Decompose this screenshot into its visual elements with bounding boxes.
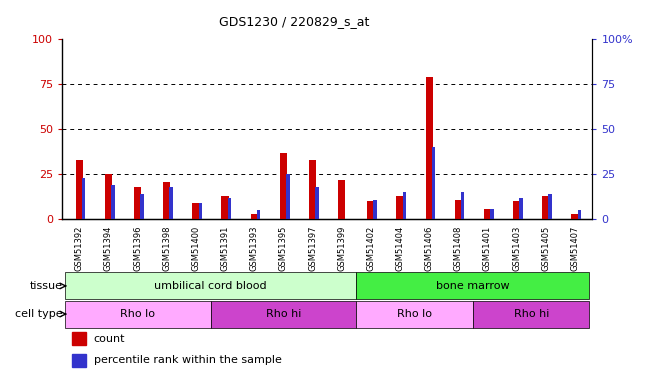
Bar — [519, 198, 523, 219]
Text: GSM51398: GSM51398 — [162, 226, 171, 271]
Bar — [356, 301, 473, 328]
Bar — [577, 210, 581, 219]
Bar — [72, 333, 86, 345]
Text: GSM51392: GSM51392 — [75, 226, 84, 271]
Bar — [426, 77, 433, 219]
Bar — [286, 174, 290, 219]
Bar — [548, 194, 552, 219]
Bar — [251, 214, 258, 219]
Text: GSM51391: GSM51391 — [221, 226, 230, 271]
Text: GSM51403: GSM51403 — [512, 226, 521, 271]
Text: GSM51408: GSM51408 — [454, 226, 463, 271]
Text: GSM51407: GSM51407 — [570, 226, 579, 271]
Text: Rho lo: Rho lo — [397, 309, 432, 319]
Text: tissue: tissue — [29, 281, 62, 291]
Bar — [111, 185, 115, 219]
Bar — [64, 272, 356, 299]
Text: percentile rank within the sample: percentile rank within the sample — [94, 356, 281, 366]
Bar — [192, 203, 200, 219]
Bar — [473, 301, 590, 328]
Bar — [64, 301, 210, 328]
Text: GSM51394: GSM51394 — [104, 226, 113, 271]
Bar — [140, 194, 144, 219]
Bar — [461, 192, 464, 219]
Bar — [484, 209, 491, 219]
Bar — [572, 214, 579, 219]
Text: GSM51402: GSM51402 — [367, 226, 376, 271]
Bar — [221, 196, 229, 219]
Bar — [542, 196, 549, 219]
Text: GSM51406: GSM51406 — [424, 226, 434, 271]
Bar — [134, 187, 141, 219]
Bar — [513, 201, 520, 219]
Bar — [82, 178, 85, 219]
Bar — [76, 160, 83, 219]
Text: bone marrow: bone marrow — [436, 281, 510, 291]
Bar — [396, 196, 404, 219]
Bar — [454, 200, 462, 219]
Text: Rho lo: Rho lo — [120, 309, 155, 319]
Bar — [228, 198, 231, 219]
Bar — [72, 354, 86, 367]
Bar — [338, 180, 345, 219]
Bar — [432, 147, 436, 219]
Text: count: count — [94, 334, 125, 344]
Text: Rho hi: Rho hi — [266, 309, 301, 319]
Bar — [280, 153, 287, 219]
Text: GSM51399: GSM51399 — [337, 226, 346, 271]
Bar — [163, 182, 171, 219]
Bar — [257, 210, 260, 219]
Bar — [169, 187, 173, 219]
Text: GSM51400: GSM51400 — [191, 226, 201, 271]
Bar — [356, 272, 590, 299]
Bar — [210, 301, 356, 328]
Bar — [309, 160, 316, 219]
Text: cell type: cell type — [15, 309, 62, 319]
Text: GSM51401: GSM51401 — [483, 226, 492, 271]
Text: GSM51396: GSM51396 — [133, 226, 142, 271]
Bar — [315, 187, 319, 219]
Text: GSM51397: GSM51397 — [308, 226, 317, 271]
Text: GSM51405: GSM51405 — [541, 226, 550, 271]
Bar — [402, 192, 406, 219]
Text: GDS1230 / 220829_s_at: GDS1230 / 220829_s_at — [219, 15, 370, 28]
Text: Rho hi: Rho hi — [514, 309, 549, 319]
Bar — [105, 174, 112, 219]
Bar — [374, 200, 377, 219]
Bar — [367, 201, 374, 219]
Text: GSM51393: GSM51393 — [250, 226, 258, 271]
Bar — [490, 209, 493, 219]
Text: GSM51404: GSM51404 — [396, 226, 404, 271]
Bar — [199, 203, 202, 219]
Text: GSM51395: GSM51395 — [279, 226, 288, 271]
Text: umbilical cord blood: umbilical cord blood — [154, 281, 267, 291]
